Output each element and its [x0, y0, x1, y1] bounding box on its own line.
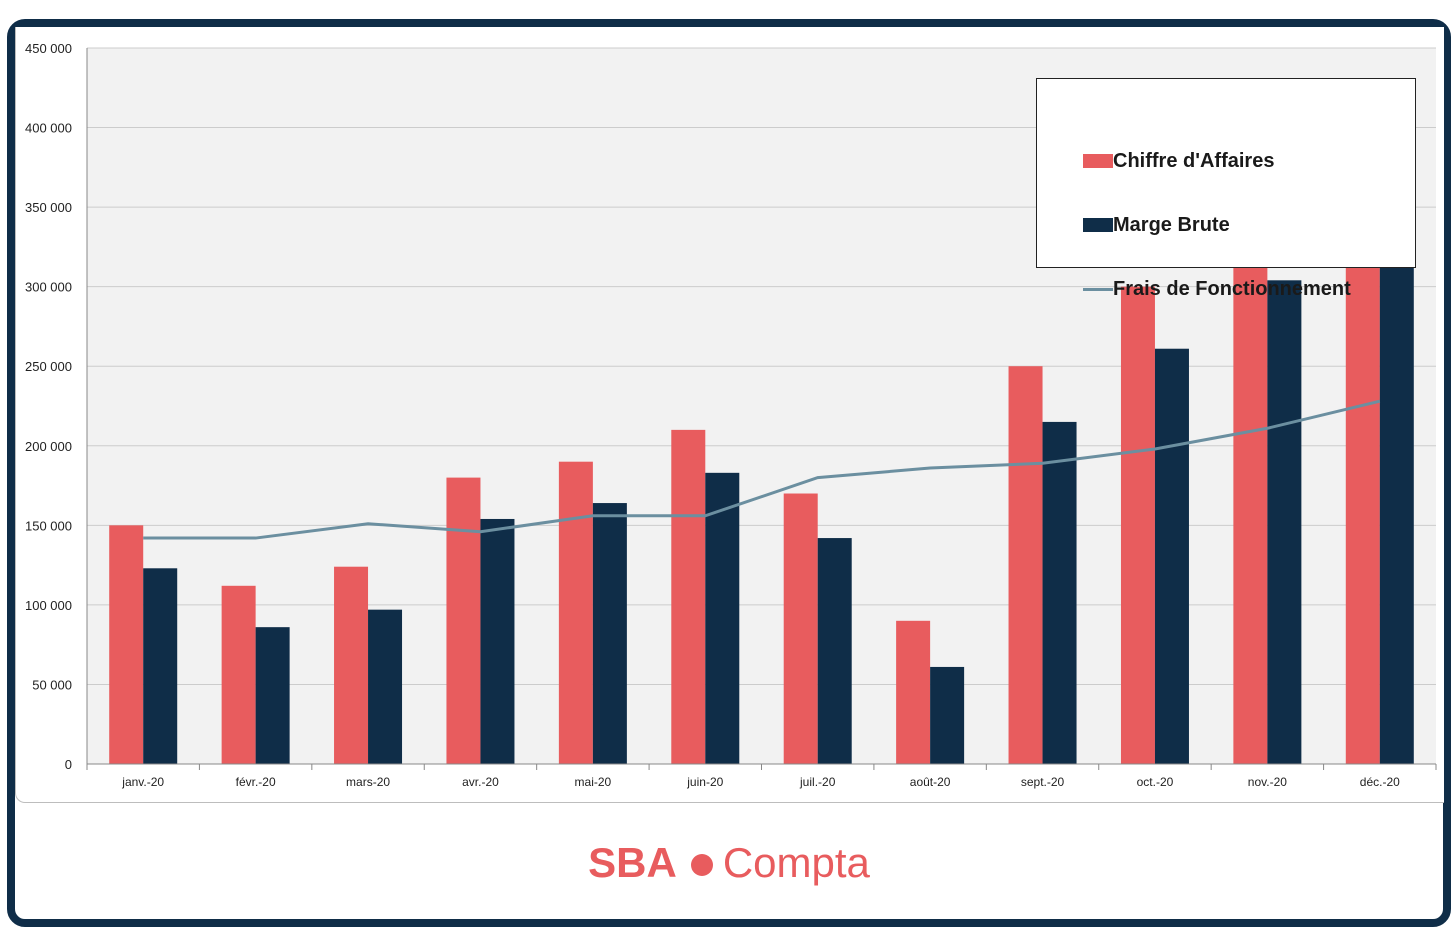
- bar-chiffre-affaires: [334, 566, 369, 764]
- y-tick-label: 450 000: [25, 41, 72, 56]
- bar-marge-brute: [1154, 348, 1189, 764]
- y-tick-label: 200 000: [25, 439, 72, 454]
- x-tick-label: sept.-20: [1021, 775, 1065, 789]
- brand-logo: SBA Compta: [15, 839, 1443, 887]
- bar-chiffre-affaires: [1008, 366, 1043, 764]
- bar-chiffre-affaires: [783, 493, 818, 764]
- legend-label: Chiffre d'Affaires: [1113, 149, 1275, 172]
- logo-text-compta: Compta: [722, 839, 870, 886]
- bar-chiffre-affaires: [558, 461, 593, 764]
- legend-item-chiffre-affaires: Chiffre d'Affaires: [1083, 146, 1274, 176]
- chart-frame: 0 50 000 100 000 150 000 200 000 250 000 300 0…: [7, 19, 1451, 927]
- x-tick-label: févr.-20: [236, 775, 276, 789]
- x-tick-label: déc.-20: [1360, 775, 1400, 789]
- bar-chiffre-affaires: [109, 525, 144, 764]
- x-tick-label: janv.-20: [121, 775, 164, 789]
- x-tick-label: août-20: [910, 775, 951, 789]
- y-tick-label: 350 000: [25, 200, 72, 215]
- bar-chiffre-affaires: [1120, 286, 1155, 764]
- x-tick-label: oct.-20: [1137, 775, 1174, 789]
- bar-chiffre-affaires: [671, 429, 706, 764]
- bar-chiffre-affaires: [1233, 254, 1268, 764]
- bar-marge-brute: [592, 503, 627, 764]
- x-tick-label: mars-20: [346, 775, 390, 789]
- legend-swatch-bar: [1083, 154, 1113, 168]
- logo-text-sba: SBA: [588, 839, 677, 886]
- bar-marge-brute: [368, 609, 403, 764]
- y-tick-label: 300 000: [25, 280, 72, 295]
- x-tick-label: mai-20: [575, 775, 612, 789]
- bar-marge-brute: [1379, 210, 1414, 764]
- chart-panel: 0 50 000 100 000 150 000 200 000 250 000 300 0…: [15, 27, 1444, 803]
- bar-marge-brute: [255, 627, 290, 764]
- legend-swatch-bar: [1083, 218, 1113, 232]
- bar-chiffre-affaires: [896, 620, 931, 764]
- bar-marge-brute: [1267, 280, 1302, 764]
- legend-item-frais-fonctionnement: Frais de Fonctionnement: [1083, 274, 1351, 304]
- y-tick-label: 100 000: [25, 598, 72, 613]
- bar-chiffre-affaires: [221, 585, 256, 764]
- y-tick-label: 50 000: [32, 677, 72, 692]
- legend-swatch-line: [1083, 287, 1113, 291]
- x-tick-label: nov.-20: [1248, 775, 1287, 789]
- legend-item-marge-brute: Marge Brute: [1083, 210, 1230, 240]
- legend-label: Frais de Fonctionnement: [1113, 277, 1351, 300]
- bar-chiffre-affaires: [446, 477, 481, 764]
- y-tick-label: 250 000: [25, 359, 72, 374]
- legend-label: Marge Brute: [1113, 213, 1230, 236]
- x-tick-label: juin-20: [686, 775, 723, 789]
- bar-marge-brute: [143, 568, 178, 764]
- logo-dot-icon: [690, 853, 713, 876]
- y-tick-label: 150 000: [25, 518, 72, 533]
- chart-legend: Chiffre d'Affaires Marge Brute Frais de …: [1036, 78, 1416, 300]
- x-tick-label: avr.-20: [462, 775, 499, 789]
- bar-marge-brute: [480, 518, 515, 764]
- bar-marge-brute: [930, 666, 965, 764]
- x-tick-label: juil.-20: [799, 775, 836, 789]
- bar-chiffre-affaires: [1345, 254, 1380, 764]
- y-tick-label: 400 000: [25, 121, 72, 136]
- line-frais-fonctionnement: [143, 399, 1381, 540]
- bar-marge-brute: [1042, 421, 1077, 764]
- y-tick-label: 0: [65, 757, 72, 772]
- bar-marge-brute: [817, 538, 852, 764]
- bar-marge-brute: [705, 472, 740, 764]
